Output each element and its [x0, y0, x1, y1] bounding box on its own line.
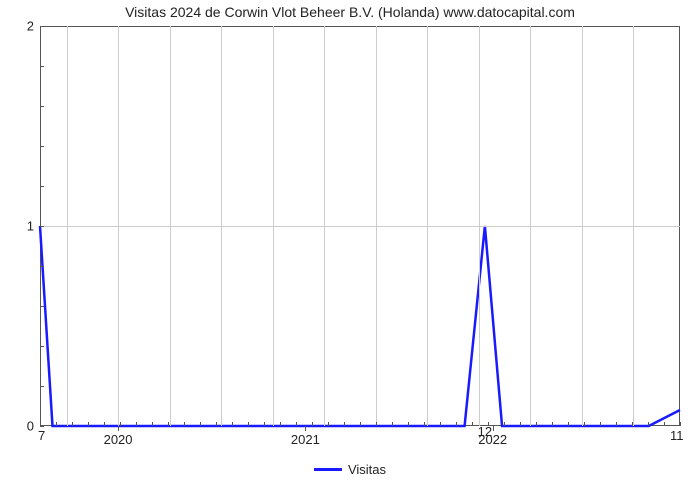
y-minor-tick: [40, 426, 44, 427]
x-minor-tick: [184, 422, 185, 426]
chart-container: Visitas 2024 de Corwin Vlot Beheer B.V. …: [0, 0, 700, 500]
x-minor-tick: [120, 422, 121, 426]
gridline-h: [40, 226, 680, 227]
x-major-tick: [493, 426, 494, 431]
x-minor-tick: [392, 422, 393, 426]
x-axis-left-corner-label: 7: [38, 428, 45, 443]
y-tick-label: 0: [27, 419, 34, 434]
x-minor-tick: [248, 422, 249, 426]
x-minor-tick: [104, 422, 105, 426]
gridline-v: [221, 26, 222, 426]
x-minor-tick: [136, 422, 137, 426]
legend: Visitas: [0, 462, 700, 477]
gridline-v: [273, 26, 274, 426]
x-minor-tick: [168, 422, 169, 426]
x-minor-tick: [520, 422, 521, 426]
y-minor-tick: [40, 266, 44, 267]
x-tick-label: 2020: [104, 432, 133, 447]
gridline-v: [67, 26, 68, 426]
gridline-v: [479, 26, 480, 426]
x-major-tick: [118, 426, 119, 431]
x-minor-tick: [536, 422, 537, 426]
x-minor-tick: [40, 422, 41, 426]
x-minor-tick: [88, 422, 89, 426]
y-tick-label: 2: [27, 19, 34, 34]
x-minor-tick: [152, 422, 153, 426]
x-tick-label: 2021: [291, 432, 320, 447]
y-minor-tick: [40, 106, 44, 107]
x-minor-tick: [440, 422, 441, 426]
x-major-tick: [305, 426, 306, 431]
x-minor-tick: [472, 422, 473, 426]
y-minor-tick: [40, 386, 44, 387]
gridline-v: [633, 26, 634, 426]
gridline-v: [427, 26, 428, 426]
x-minor-tick: [568, 422, 569, 426]
x-minor-tick: [616, 422, 617, 426]
x-minor-tick: [280, 422, 281, 426]
x-minor-tick: [312, 422, 313, 426]
x-minor-tick: [456, 422, 457, 426]
legend-swatch: [314, 468, 342, 471]
x-minor-tick: [648, 422, 649, 426]
gridline-v: [530, 26, 531, 426]
x-axis-right-corner-label: 11: [670, 428, 684, 443]
gridline-v: [582, 26, 583, 426]
x-minor-tick: [360, 422, 361, 426]
x-minor-tick: [680, 422, 681, 426]
y-minor-tick: [40, 226, 44, 227]
x-minor-tick: [600, 422, 601, 426]
y-minor-tick: [40, 26, 44, 27]
x-minor-tick: [552, 422, 553, 426]
gridline-v: [118, 26, 119, 426]
y-minor-tick: [40, 346, 44, 347]
x-minor-tick: [344, 422, 345, 426]
x-minor-tick: [328, 422, 329, 426]
x-minor-tick: [584, 422, 585, 426]
x-minor-tick: [632, 422, 633, 426]
y-minor-tick: [40, 186, 44, 187]
x-minor-tick: [264, 422, 265, 426]
gridline-v: [170, 26, 171, 426]
x-minor-tick: [424, 422, 425, 426]
x-minor-tick: [296, 422, 297, 426]
x-minor-tick: [664, 422, 665, 426]
x-minor-tick: [56, 422, 57, 426]
y-tick-label: 1: [27, 219, 34, 234]
plot-area: 01220202021202212: [40, 26, 680, 426]
x-minor-tick: [408, 422, 409, 426]
x-minor-tick: [232, 422, 233, 426]
y-minor-tick: [40, 146, 44, 147]
y-minor-tick: [40, 306, 44, 307]
gridline-v: [376, 26, 377, 426]
x-secondary-label: 12: [478, 424, 492, 439]
gridline-v: [324, 26, 325, 426]
x-minor-tick: [200, 422, 201, 426]
chart-title: Visitas 2024 de Corwin Vlot Beheer B.V. …: [0, 4, 700, 20]
x-minor-tick: [216, 422, 217, 426]
y-minor-tick: [40, 66, 44, 67]
x-minor-tick: [72, 422, 73, 426]
legend-label: Visitas: [348, 462, 386, 477]
x-minor-tick: [504, 422, 505, 426]
x-minor-tick: [376, 422, 377, 426]
